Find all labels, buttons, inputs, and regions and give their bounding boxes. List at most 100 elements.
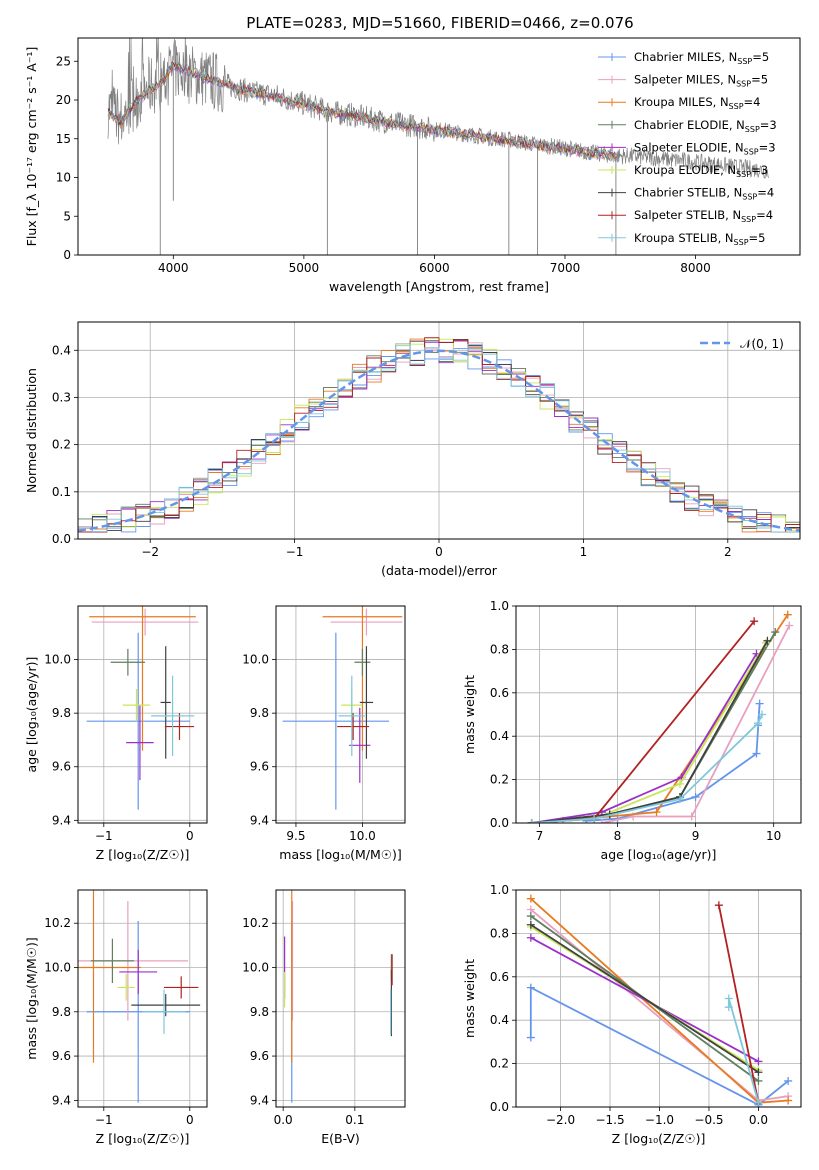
x-tick-label: 4000 xyxy=(158,261,189,275)
y-tick-label: 1.0 xyxy=(490,599,509,613)
legend-subscript: SSP xyxy=(745,125,760,134)
residuals-histogram-panel: −2 −1 0 1 2 0.0 0.1 0.2 0.3 0.4 (data-model)/error… xyxy=(24,321,801,578)
y-tick-label: 0.1 xyxy=(52,485,71,499)
legend-label-tail: =5 xyxy=(752,50,769,64)
weight-point-marker xyxy=(526,912,535,921)
legend-label: Chabrier ELODIE, NSSP=3 xyxy=(634,118,777,134)
weight-point-marker xyxy=(526,983,535,992)
mass-vs-reddening-panel: 0.0 0.1 9.4 9.6 9.8 10.0 10.2 E(B-V) xyxy=(242,889,406,1146)
weight-point-marker xyxy=(754,1098,763,1107)
legend-label: Kroupa MILES, NSSP=4 xyxy=(634,95,760,111)
errorbar-plot-area xyxy=(282,606,403,810)
legend-label-tail: =3 xyxy=(751,163,768,177)
x-tick-label: −1.0 xyxy=(645,1113,674,1127)
legend-label-tail: =5 xyxy=(749,231,766,245)
model-spectrum xyxy=(107,61,618,162)
weight-point-marker xyxy=(590,814,599,823)
y-axis-label: mass weight xyxy=(462,675,477,754)
legend-subscript: SSP xyxy=(742,193,757,202)
y-tick-label: 10.2 xyxy=(242,916,269,930)
spectrum-plot-area xyxy=(107,38,770,255)
spectrum-panel: 4000 5000 6000 7000 8000 0 5 10 15 20 25 wavelength… xyxy=(24,37,801,294)
legend-label-tail: =3 xyxy=(759,140,776,154)
y-tick-label: 20 xyxy=(56,93,71,107)
x-tick-label: 10.0 xyxy=(349,829,376,843)
y-tick-label: 0.4 xyxy=(490,729,509,743)
x-tick-label: 8000 xyxy=(680,261,711,275)
mass-weight-vs-age-panel: 7 8 9 10 0.0 0.2 0.4 0.6 0.8 1.0 age [log₁₀(age/yr… xyxy=(462,599,802,862)
x-tick-label: 0.0 xyxy=(749,1113,768,1127)
x-tick-label: 0 xyxy=(186,829,194,843)
legend-label: Salpeter MILES, NSSP=5 xyxy=(634,73,768,89)
y-tick-label: 10.0 xyxy=(44,961,71,975)
y-tick-label: 9.6 xyxy=(52,1049,71,1063)
x-axis-label: mass [log₁₀(M/M☉)] xyxy=(279,847,401,862)
legend-label-tail: =4 xyxy=(757,186,774,200)
y-tick-label: 0.0 xyxy=(490,816,509,830)
weight-series-line xyxy=(718,905,760,1103)
line-plot-area xyxy=(527,610,794,823)
weight-series-line xyxy=(531,642,767,823)
weight-point-marker xyxy=(526,894,535,903)
legend-label-tail: =3 xyxy=(760,118,777,132)
legend-subscript: SSP xyxy=(737,57,752,66)
spectrum-legend: Chabrier MILES, NSSP=5 Salpeter MILES, NS… xyxy=(598,50,777,247)
y-tick-label: 0.8 xyxy=(490,926,509,940)
weight-point-marker xyxy=(783,610,792,619)
x-axis-label: E(B-V) xyxy=(321,1131,360,1146)
legend-subscript: SSP xyxy=(741,215,756,224)
weight-point-marker xyxy=(675,779,684,788)
axes-frame xyxy=(77,889,208,1108)
axes-frame xyxy=(515,605,802,824)
weight-point-marker xyxy=(526,1033,535,1042)
mass-weight-vs-metallicity-panel: −2.0 −1.5 −1.0 −0.5 0.0 0.0 0.2 0.4 0.6 0.8 1.0 Z [… xyxy=(462,883,802,1146)
legend-label: Kroupa STELIB, NSSP=5 xyxy=(634,231,765,247)
weight-point-marker xyxy=(755,699,764,708)
model-spectrum xyxy=(107,61,618,159)
x-tick-label: 6000 xyxy=(419,261,450,275)
y-tick-label: 10 xyxy=(56,171,71,185)
y-axis-label: Normed distribution xyxy=(24,368,39,493)
x-tick-label: −1 xyxy=(95,1113,113,1127)
y-tick-label: 9.8 xyxy=(250,706,269,720)
x-tick-label: 0.1 xyxy=(345,1113,364,1127)
y-tick-label: 9.4 xyxy=(52,1093,71,1107)
legend-subscript: SSP xyxy=(734,238,749,247)
y-tick-label: 5 xyxy=(63,209,71,223)
line-plot-area xyxy=(526,894,793,1107)
axes-frame xyxy=(275,605,406,824)
weight-series-line xyxy=(531,620,755,823)
x-tick-label: 2 xyxy=(724,545,732,559)
weight-point-marker xyxy=(784,1076,793,1085)
y-tick-label: 0 xyxy=(63,248,71,262)
x-tick-label: −2 xyxy=(141,545,159,559)
y-tick-label: 0.2 xyxy=(490,1057,509,1071)
weight-series-line xyxy=(601,625,791,823)
y-tick-label: 0.6 xyxy=(490,686,509,700)
weight-point-marker xyxy=(526,933,535,942)
y-tick-label: 0.8 xyxy=(490,642,509,656)
x-tick-label: 9 xyxy=(692,829,700,843)
weight-point-marker xyxy=(754,719,763,728)
y-tick-label: 9.8 xyxy=(250,1005,269,1019)
weight-point-marker xyxy=(675,795,684,804)
legend-label: 𝒩(0, 1) xyxy=(740,337,784,351)
x-axis-label: (data-model)/error xyxy=(381,563,498,578)
legend-label: Salpeter STELIB, NSSP=4 xyxy=(634,208,773,224)
weight-point-marker xyxy=(526,920,535,929)
weight-point-marker xyxy=(691,792,700,801)
y-tick-label: 0.2 xyxy=(490,773,509,787)
y-tick-label: 9.4 xyxy=(250,1093,269,1107)
weight-series-line xyxy=(529,986,789,1106)
x-tick-label: 0.0 xyxy=(274,1113,293,1127)
x-tick-label: 0 xyxy=(186,1113,194,1127)
x-tick-label: −1 xyxy=(286,545,304,559)
x-axis-label: Z [log₁₀(Z/Z☉)] xyxy=(612,1131,706,1146)
weight-point-marker xyxy=(754,1076,763,1085)
histogram-plot-area xyxy=(78,337,800,539)
legend-label-tail: =4 xyxy=(744,95,761,109)
weight-point-marker xyxy=(771,628,780,637)
y-tick-label: 10.0 xyxy=(242,961,269,975)
y-axis-label: age [log₁₀(age/yr)] xyxy=(24,657,39,773)
